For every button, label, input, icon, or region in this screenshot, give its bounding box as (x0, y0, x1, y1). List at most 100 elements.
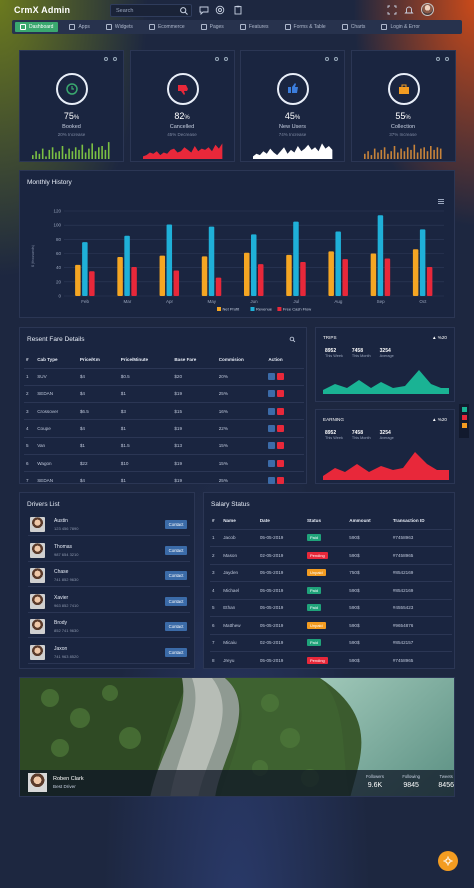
table-cell: 4 (210, 581, 222, 599)
stat-sparkline (253, 143, 333, 159)
bar-revenue[interactable] (82, 242, 88, 296)
driver-avatar[interactable] (30, 593, 45, 609)
card-options[interactable] (104, 57, 117, 61)
edit-icon[interactable] (268, 390, 276, 398)
delete-icon[interactable] (277, 373, 285, 381)
settings-fab-button[interactable] (438, 851, 458, 871)
bar-revenue[interactable] (419, 229, 426, 296)
clipboard-icon[interactable] (232, 4, 244, 16)
contact-button[interactable]: Contact (165, 596, 187, 606)
side-settings-tabs[interactable] (459, 404, 469, 438)
status-badge: Paid (306, 586, 321, 594)
search-icon[interactable] (179, 6, 189, 16)
table-cell: 05-05-2019 (257, 581, 305, 599)
search-icon[interactable] (289, 336, 296, 343)
edit-icon[interactable] (268, 477, 276, 485)
table-cell: Coupe (35, 419, 78, 438)
nav-item-dashboard[interactable]: Dashboard (15, 22, 59, 32)
table-cell: Van (35, 436, 78, 455)
search-input[interactable]: Search (116, 7, 134, 14)
bar-net-profit[interactable] (159, 255, 166, 296)
bar-revenue[interactable] (335, 231, 341, 296)
contact-button[interactable]: Contact (165, 622, 187, 631)
driver-avatar[interactable] (30, 568, 45, 583)
driver-avatar[interactable] (30, 517, 45, 532)
bell-icon[interactable] (403, 4, 415, 16)
edit-icon[interactable] (268, 373, 276, 381)
nav-item-login-error[interactable]: Login & Error (376, 22, 424, 32)
nav-item-ecommerce[interactable]: Ecommerce (144, 22, 190, 32)
nav-item-charts[interactable]: Charts (337, 22, 371, 32)
bar-net-profit[interactable] (370, 253, 377, 297)
bar-free-cash-flow[interactable] (131, 266, 137, 296)
bar-free-cash-flow[interactable] (426, 266, 433, 296)
bar-net-profit[interactable] (117, 257, 123, 296)
legend-label[interactable]: Revenue (256, 307, 273, 312)
edit-icon[interactable] (268, 442, 276, 450)
driver-avatar[interactable] (30, 644, 45, 660)
status-badge: Pending (306, 551, 328, 559)
bar-revenue[interactable] (166, 224, 173, 296)
table-cell: 7 (24, 471, 36, 490)
bar-revenue[interactable] (377, 215, 384, 296)
nav-item-forms-table[interactable]: Forms & Table (280, 22, 331, 32)
bar-net-profit[interactable] (244, 252, 250, 296)
contact-button[interactable]: Contact (165, 647, 187, 657)
bar-net-profit[interactable] (286, 254, 292, 296)
stat-label: Collection (390, 124, 416, 130)
nav-item-features[interactable]: Features (235, 22, 274, 32)
search-box[interactable]: Search (110, 4, 192, 17)
contact-button[interactable]: Contact (165, 571, 187, 580)
bar-net-profit[interactable] (201, 256, 208, 296)
driver-avatar[interactable] (30, 619, 45, 634)
legend-label[interactable]: Net Profit (223, 307, 241, 312)
contact-button[interactable]: Contact (165, 545, 187, 555)
nav-item-apps[interactable]: Apps (64, 22, 94, 32)
card-options[interactable] (214, 57, 228, 61)
at-sign-icon[interactable] (214, 4, 226, 16)
bar-revenue[interactable] (251, 234, 257, 296)
bar-free-cash-flow[interactable] (215, 277, 222, 296)
chat-icon[interactable] (198, 4, 210, 16)
menu-icon[interactable] (438, 199, 444, 204)
table-cell: 2 (210, 546, 222, 564)
column-header: Name (223, 518, 236, 524)
edit-icon[interactable] (268, 407, 276, 415)
profile-photo[interactable] (28, 773, 47, 792)
delete-icon[interactable] (277, 477, 285, 485)
table-cell: SEDAN (35, 384, 78, 403)
user-avatar[interactable] (421, 3, 434, 16)
stat-subtext: 45% Decrease (167, 132, 197, 137)
bar-net-profit[interactable] (412, 249, 419, 296)
bar-net-profit[interactable] (75, 264, 81, 296)
column-header: Ammount (349, 518, 371, 524)
bar-free-cash-flow[interactable] (89, 271, 95, 296)
legend-label[interactable]: Free Cash Flow (283, 307, 311, 312)
bar-revenue[interactable] (208, 226, 215, 296)
delete-icon[interactable] (277, 459, 285, 467)
bar-free-cash-flow[interactable] (384, 258, 391, 296)
contact-button[interactable]: Contact (165, 520, 187, 529)
bar-revenue[interactable] (293, 221, 299, 296)
bar-free-cash-flow[interactable] (173, 270, 180, 297)
nav-item-widgets[interactable]: Widgets (101, 22, 138, 32)
delete-icon[interactable] (277, 390, 285, 398)
delete-icon[interactable] (277, 442, 285, 450)
brand-logo[interactable]: CrmX Admin (14, 5, 71, 15)
edit-icon[interactable] (268, 459, 276, 467)
table-cell: SUV (35, 367, 78, 386)
card-options[interactable] (435, 57, 449, 61)
bar-net-profit[interactable] (328, 251, 334, 296)
driver-avatar[interactable] (30, 542, 45, 558)
bar-revenue[interactable] (124, 235, 130, 296)
x-tick-label: Aug (334, 299, 343, 304)
card-options[interactable] (325, 57, 338, 61)
fullscreen-icon[interactable] (386, 4, 398, 16)
delete-icon[interactable] (277, 425, 285, 433)
edit-icon[interactable] (268, 425, 276, 433)
nav-item-pages[interactable]: Pages (196, 22, 229, 32)
bar-free-cash-flow[interactable] (342, 259, 348, 296)
bar-free-cash-flow[interactable] (258, 264, 264, 296)
bar-free-cash-flow[interactable] (300, 262, 306, 296)
delete-icon[interactable] (277, 407, 285, 415)
